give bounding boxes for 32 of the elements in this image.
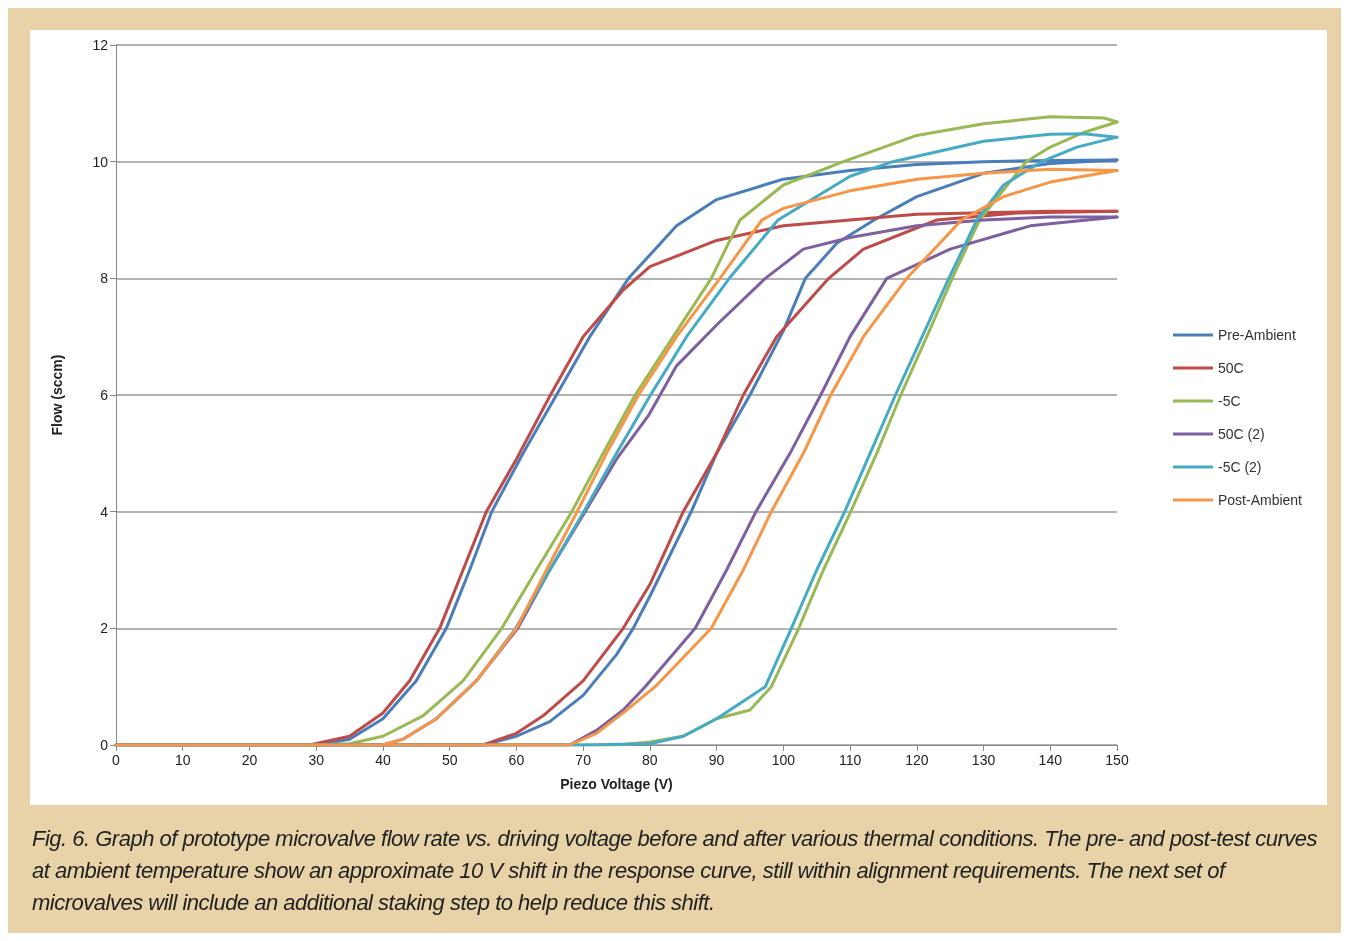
x-tick-label: 60 [508, 752, 525, 768]
y-axis-title: Flow (sccm) [49, 354, 65, 436]
y-tick-label: 8 [100, 270, 109, 287]
y-tick-label: 0 [100, 737, 109, 753]
caption: Fig. 6. Graph of prototype microvalve flow rate vs. driving voltage before and after various thermal conditions. The pre- and post-test curves at ambient temperature show an approximate 10 V shift in the response curve, still within alignment requirements. The next set of microvalves will include an additional staking step to help reduce this shift. [32, 825, 1319, 917]
x-axis-title: Piezo Voltage (V) [560, 776, 673, 792]
x-tick-label: 40 [375, 752, 391, 768]
x-tick-label: 130 [971, 752, 996, 768]
x-tick-label: 80 [642, 752, 658, 768]
x-tick-label: 70 [575, 752, 592, 768]
y-tick-label: 6 [100, 387, 109, 403]
legend-label: 50C (2) [1217, 426, 1265, 442]
x-tick-label: 150 [1105, 752, 1129, 768]
x-tick-label: 10 [174, 752, 191, 768]
x-tick-label: 30 [308, 752, 325, 768]
x-tick-label: 90 [708, 752, 725, 768]
x-tick-label: 50 [441, 752, 458, 768]
legend-label: Post-Ambient [1217, 492, 1303, 508]
y-tick-label: 4 [100, 503, 109, 520]
y-tick-label: 12 [92, 37, 109, 53]
x-tick-label: 0 [112, 752, 121, 768]
legend-label: 50C [1217, 360, 1244, 376]
legend-label: Pre-Ambient [1217, 327, 1296, 343]
x-tick-label: 100 [771, 752, 796, 768]
x-tick-label: 140 [1038, 752, 1063, 768]
legend-label: -5C (2) [1217, 459, 1262, 475]
y-tick-label: 10 [92, 153, 109, 170]
legend-label: -5C [1217, 393, 1241, 409]
x-tick-label: 110 [838, 752, 862, 768]
x-tick-label: 120 [905, 752, 929, 768]
x-tick-label: 20 [241, 752, 258, 768]
y-tick-label: 2 [100, 620, 109, 637]
